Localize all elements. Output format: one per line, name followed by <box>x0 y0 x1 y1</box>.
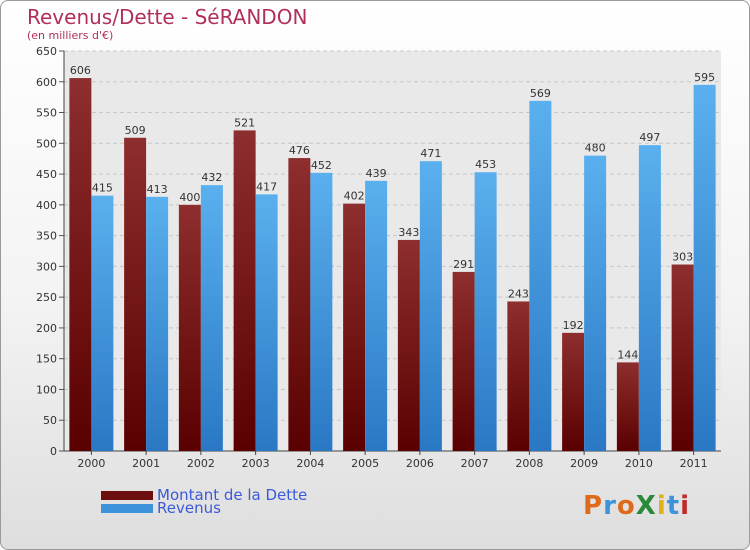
bar-dette <box>343 203 366 451</box>
data-label-revenus: 417 <box>256 180 277 193</box>
y-tick-label: 150 <box>36 353 57 366</box>
y-tick-label: 50 <box>43 414 57 427</box>
data-label-dette: 303 <box>672 251 693 264</box>
plot-area <box>64 51 721 451</box>
bar-revenus <box>638 145 661 451</box>
bar-dette <box>69 78 92 452</box>
x-tick-label: 2008 <box>515 457 543 470</box>
data-label-revenus: 569 <box>530 87 551 100</box>
bar-revenus <box>255 194 278 451</box>
bar-dette <box>233 130 256 451</box>
y-tick-label: 250 <box>36 291 57 304</box>
data-label-revenus: 415 <box>92 182 113 195</box>
data-label-dette: 192 <box>563 319 584 332</box>
y-tick-label: 400 <box>36 199 57 212</box>
y-tick-label: 500 <box>36 137 57 150</box>
y-tick-label: 350 <box>36 230 57 243</box>
x-tick-label: 2003 <box>242 457 270 470</box>
data-label-revenus: 497 <box>639 131 660 144</box>
data-label-dette: 144 <box>617 348 638 361</box>
data-label-dette: 476 <box>289 144 310 157</box>
data-label-dette: 509 <box>125 124 146 137</box>
bar-revenus <box>91 195 114 451</box>
y-tick-label: 650 <box>36 45 57 58</box>
data-label-revenus: 480 <box>585 142 606 155</box>
x-tick-label: 2004 <box>296 457 324 470</box>
bar-dette <box>178 204 201 451</box>
bar-revenus <box>419 161 442 451</box>
bar-dette <box>562 332 585 451</box>
bar-revenus <box>365 180 388 451</box>
y-tick-label: 0 <box>50 445 57 458</box>
bar-revenus <box>693 84 716 451</box>
legend-swatch-revenus <box>101 504 153 513</box>
bar-dette <box>507 301 530 451</box>
proxiti-logo: ProXiti <box>583 491 691 521</box>
legend-swatch-dette <box>101 491 153 500</box>
legend-label-revenus: Revenus <box>157 499 221 517</box>
legend-label-dette: Montant de la Dette <box>157 486 308 504</box>
data-label-dette: 521 <box>234 116 255 129</box>
y-tick-label: 200 <box>36 322 57 335</box>
x-tick-label: 2005 <box>351 457 379 470</box>
data-label-dette: 243 <box>508 287 529 300</box>
y-tick-label: 450 <box>36 168 57 181</box>
data-label-dette: 606 <box>70 64 91 77</box>
x-tick-label: 2002 <box>187 457 215 470</box>
data-label-revenus: 595 <box>694 71 715 84</box>
data-label-revenus: 453 <box>475 158 496 171</box>
bar-revenus <box>584 155 607 451</box>
chart-subtitle: (en milliers d'€) <box>27 29 114 42</box>
y-tick-label: 550 <box>36 107 57 120</box>
x-tick-label: 2007 <box>461 457 489 470</box>
data-label-dette: 343 <box>398 226 419 239</box>
chart-title: Revenus/Dette - SéRANDON <box>27 5 308 29</box>
bar-dette <box>288 158 311 452</box>
bar-dette <box>397 239 420 451</box>
bar-revenus <box>529 100 552 451</box>
data-label-dette: 400 <box>179 191 200 204</box>
y-tick-label: 600 <box>36 76 57 89</box>
bar-dette <box>452 271 475 451</box>
x-tick-label: 2000 <box>77 457 105 470</box>
data-label-revenus: 471 <box>420 147 441 160</box>
data-label-dette: 402 <box>344 190 365 203</box>
y-tick-label: 100 <box>36 383 57 396</box>
x-tick-label: 2009 <box>570 457 598 470</box>
x-tick-label: 2011 <box>680 457 708 470</box>
bar-dette <box>124 137 147 451</box>
y-tick-label: 300 <box>36 260 57 273</box>
data-label-dette: 291 <box>453 258 474 271</box>
x-tick-label: 2010 <box>625 457 653 470</box>
bar-revenus <box>474 172 497 451</box>
bar-dette <box>671 264 694 451</box>
bar-revenus <box>200 185 223 451</box>
data-label-revenus: 452 <box>311 159 332 172</box>
data-label-revenus: 413 <box>147 183 168 196</box>
bar-revenus <box>310 172 333 451</box>
x-tick-label: 2006 <box>406 457 434 470</box>
data-label-revenus: 439 <box>366 167 387 180</box>
bar-dette <box>616 362 639 451</box>
bar-revenus <box>146 196 169 451</box>
data-label-revenus: 432 <box>201 171 222 184</box>
x-tick-label: 2001 <box>132 457 160 470</box>
